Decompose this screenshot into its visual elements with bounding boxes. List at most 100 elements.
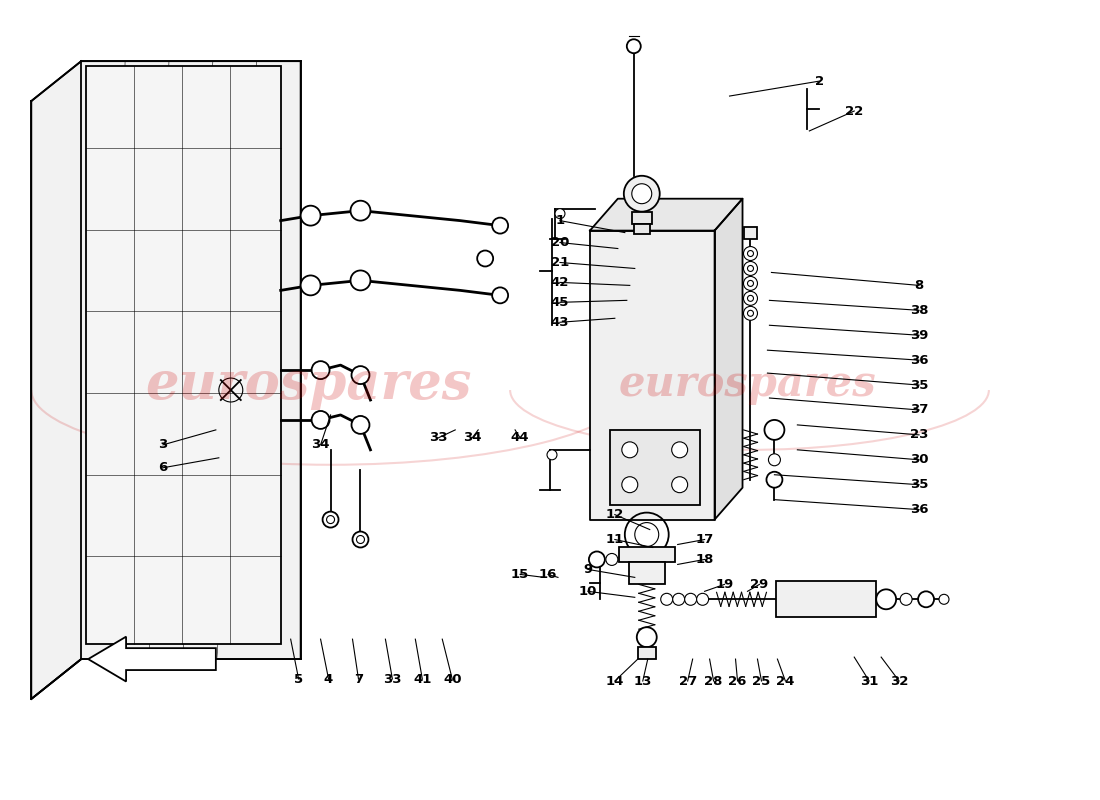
Text: 22: 22 bbox=[845, 105, 864, 118]
Circle shape bbox=[744, 291, 758, 306]
Circle shape bbox=[744, 262, 758, 275]
Circle shape bbox=[322, 512, 339, 527]
Text: 25: 25 bbox=[752, 674, 771, 687]
Circle shape bbox=[918, 591, 934, 607]
Text: 33: 33 bbox=[383, 673, 402, 686]
Text: 44: 44 bbox=[510, 431, 529, 444]
Circle shape bbox=[624, 176, 660, 212]
Text: 15: 15 bbox=[512, 568, 529, 581]
FancyArrow shape bbox=[88, 637, 216, 682]
Text: 37: 37 bbox=[910, 403, 928, 417]
Polygon shape bbox=[715, 198, 742, 519]
Text: 29: 29 bbox=[750, 578, 769, 591]
Circle shape bbox=[744, 246, 758, 261]
Text: 13: 13 bbox=[634, 674, 652, 687]
Text: 10: 10 bbox=[579, 585, 597, 598]
Text: 5: 5 bbox=[294, 673, 304, 686]
Text: 31: 31 bbox=[860, 674, 879, 687]
Text: 34: 34 bbox=[311, 438, 330, 451]
Text: 36: 36 bbox=[910, 354, 928, 366]
Circle shape bbox=[744, 306, 758, 320]
Bar bbox=[638, 647, 656, 659]
Text: 21: 21 bbox=[551, 256, 569, 269]
Text: 39: 39 bbox=[910, 329, 928, 342]
Text: 33: 33 bbox=[429, 431, 448, 444]
Polygon shape bbox=[31, 61, 300, 699]
Text: 18: 18 bbox=[695, 553, 714, 566]
Text: 4: 4 bbox=[323, 673, 333, 686]
Circle shape bbox=[748, 310, 754, 316]
Bar bbox=[629, 562, 664, 584]
Text: 11: 11 bbox=[606, 533, 624, 546]
Bar bbox=[619, 547, 674, 562]
Text: 32: 32 bbox=[890, 674, 909, 687]
Circle shape bbox=[351, 270, 371, 290]
Text: 36: 36 bbox=[910, 503, 928, 516]
Circle shape bbox=[300, 275, 320, 295]
Text: 6: 6 bbox=[158, 462, 167, 474]
Text: 14: 14 bbox=[606, 674, 624, 687]
Circle shape bbox=[696, 594, 708, 606]
Circle shape bbox=[556, 209, 565, 218]
Circle shape bbox=[356, 535, 364, 543]
Circle shape bbox=[637, 627, 657, 647]
Circle shape bbox=[311, 411, 330, 429]
Text: 28: 28 bbox=[704, 674, 723, 687]
Polygon shape bbox=[590, 230, 715, 519]
Text: 8: 8 bbox=[914, 279, 924, 292]
Circle shape bbox=[744, 277, 758, 290]
Text: 42: 42 bbox=[551, 276, 569, 289]
Bar bbox=[86, 66, 280, 644]
Text: 7: 7 bbox=[354, 673, 363, 686]
Circle shape bbox=[606, 554, 618, 566]
Text: 16: 16 bbox=[539, 568, 558, 581]
Circle shape bbox=[351, 201, 371, 221]
Text: 40: 40 bbox=[443, 673, 462, 686]
Text: 41: 41 bbox=[414, 673, 431, 686]
Circle shape bbox=[672, 442, 688, 458]
Text: 26: 26 bbox=[728, 674, 747, 687]
Circle shape bbox=[588, 551, 605, 567]
Text: 45: 45 bbox=[551, 296, 569, 309]
Circle shape bbox=[300, 206, 320, 226]
Text: 23: 23 bbox=[910, 428, 928, 442]
Circle shape bbox=[477, 250, 493, 266]
Circle shape bbox=[492, 287, 508, 303]
Circle shape bbox=[748, 281, 754, 286]
Circle shape bbox=[684, 594, 696, 606]
Circle shape bbox=[352, 366, 370, 384]
Circle shape bbox=[900, 594, 912, 606]
Circle shape bbox=[748, 295, 754, 302]
Text: eurospares: eurospares bbox=[618, 363, 877, 405]
Circle shape bbox=[672, 477, 688, 493]
Circle shape bbox=[352, 416, 370, 434]
Text: 27: 27 bbox=[679, 674, 696, 687]
Circle shape bbox=[631, 184, 651, 204]
Circle shape bbox=[764, 420, 784, 440]
Circle shape bbox=[748, 266, 754, 271]
Bar bbox=[744, 226, 758, 238]
Text: 30: 30 bbox=[910, 454, 928, 466]
Text: 19: 19 bbox=[715, 578, 734, 591]
Circle shape bbox=[673, 594, 684, 606]
Circle shape bbox=[352, 531, 368, 547]
Bar bbox=[634, 224, 650, 234]
Circle shape bbox=[621, 477, 638, 493]
Circle shape bbox=[327, 515, 334, 523]
Circle shape bbox=[748, 250, 754, 257]
Circle shape bbox=[627, 39, 641, 54]
Circle shape bbox=[877, 590, 896, 610]
Text: eurospares: eurospares bbox=[145, 358, 472, 410]
Text: 12: 12 bbox=[606, 508, 624, 521]
Bar bbox=[609, 430, 700, 505]
Text: 1: 1 bbox=[556, 214, 564, 227]
Circle shape bbox=[767, 472, 782, 488]
Circle shape bbox=[492, 218, 508, 234]
Circle shape bbox=[769, 454, 780, 466]
Text: 43: 43 bbox=[551, 316, 569, 329]
Circle shape bbox=[311, 361, 330, 379]
Circle shape bbox=[939, 594, 949, 604]
Bar bbox=[777, 582, 877, 618]
Text: 2: 2 bbox=[815, 74, 824, 88]
Text: 9: 9 bbox=[583, 563, 593, 576]
